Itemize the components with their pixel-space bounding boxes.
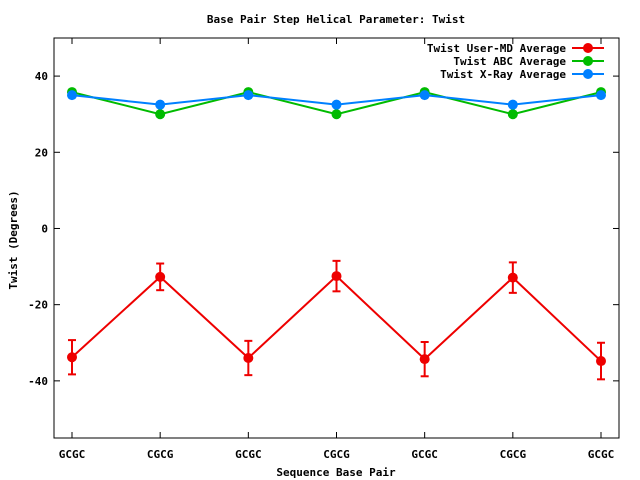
y-tick-label: -20: [28, 299, 48, 312]
x-tick-label: GCGC: [59, 448, 86, 461]
data-point: [507, 109, 518, 120]
legend-label: Twist User-MD Average: [427, 42, 566, 55]
y-tick-label: -40: [28, 375, 48, 388]
y-tick-label: 20: [35, 146, 48, 159]
x-tick-label: CGCG: [500, 448, 527, 461]
data-point: [243, 353, 254, 363]
data-point: [596, 356, 606, 367]
legend-swatch-marker: [583, 69, 593, 79]
plot-frame: [53, 37, 620, 439]
data-point: [155, 109, 166, 120]
data-point: [67, 352, 77, 363]
data-point: [507, 99, 518, 110]
data-point: [243, 90, 254, 101]
data-point: [507, 272, 518, 283]
legend-label: Twist ABC Average: [453, 55, 566, 68]
data-point: [155, 99, 166, 110]
x-tick-label: GCGC: [235, 448, 262, 461]
data-point: [596, 90, 606, 101]
x-tick-label: CGCG: [323, 448, 350, 461]
series-1: [67, 259, 606, 381]
legend-swatch-marker: [583, 56, 593, 66]
x-axis-label: Sequence Base Pair: [276, 466, 396, 479]
series-3: [67, 90, 606, 110]
x-tick-label: GCGC: [588, 448, 615, 461]
y-tick-label: 40: [35, 70, 48, 83]
data-point: [67, 90, 77, 101]
x-tick-label: GCGC: [411, 448, 438, 461]
x-tick-label: CGCG: [147, 448, 174, 461]
chart-title: Base Pair Step Helical Parameter: Twist: [207, 13, 465, 26]
y-tick-label: 0: [41, 222, 48, 235]
data-point: [331, 271, 342, 282]
legend-label: Twist X-Ray Average: [440, 68, 566, 81]
data-point: [331, 109, 342, 120]
data-point: [419, 90, 430, 101]
data-point: [419, 354, 430, 365]
legend-swatch-marker: [583, 43, 593, 53]
data-point: [331, 99, 342, 110]
y-axis-label: Twist (Degrees): [7, 190, 20, 289]
data-point: [155, 271, 166, 282]
